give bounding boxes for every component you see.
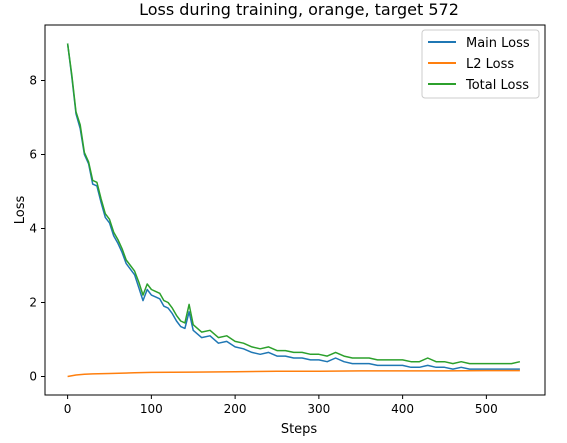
y-tick-label: 0	[29, 370, 37, 384]
y-axis-label: Loss	[13, 196, 28, 225]
x-tick-label: 0	[64, 402, 72, 416]
x-tick-label: 300	[307, 402, 330, 416]
y-axis: 0 2 4 6 8	[29, 74, 45, 384]
x-tick-label: 400	[391, 402, 414, 416]
series-line-total-loss	[66, 43, 521, 365]
x-axis-label: Steps	[281, 422, 318, 437]
y-tick-label: 8	[29, 74, 37, 88]
y-tick-label: 2	[29, 296, 37, 310]
x-axis: 0 100 200 300 400 500	[64, 395, 498, 416]
y-tick-label: 6	[29, 148, 37, 162]
x-tick-label: 200	[224, 402, 247, 416]
series-line-main-loss	[66, 43, 520, 370]
legend-label: Total Loss	[465, 78, 529, 93]
axes-frame	[44, 24, 546, 396]
legend: Main Loss L2 Loss Total Loss	[421, 29, 540, 99]
y-tick-label: 4	[29, 222, 37, 236]
series-line-l2-loss	[67, 369, 520, 378]
chart-title: Loss during training, orange, target 572	[139, 0, 459, 19]
plot-area	[66, 43, 521, 378]
legend-box	[421, 29, 540, 99]
x-tick-label: 500	[475, 402, 498, 416]
x-tick-label: 100	[140, 402, 163, 416]
legend-label: L2 Loss	[466, 57, 514, 72]
legend-label: Main Loss	[466, 36, 530, 51]
